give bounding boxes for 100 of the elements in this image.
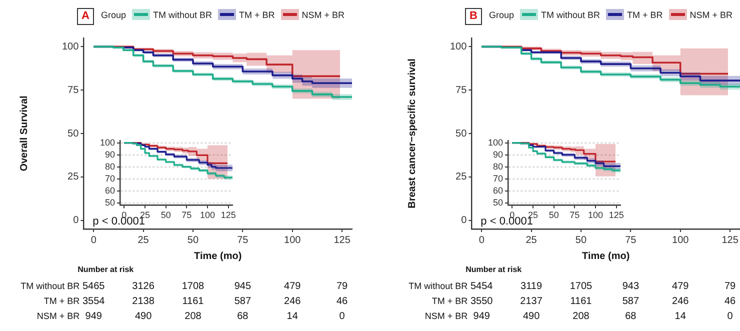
- chart-title: B: [465, 8, 482, 25]
- text: 490: [522, 311, 541, 322]
- text: 1161: [181, 296, 205, 307]
- y-tick-label: 90: [493, 149, 504, 160]
- x-tick-label: 100: [672, 234, 690, 246]
- x-tick-label: 125: [608, 210, 624, 220]
- text: 0: [726, 311, 734, 322]
- text: TM + BR: [432, 296, 468, 306]
- text: NSM + BR: [424, 311, 468, 321]
- text: 246: [283, 296, 302, 307]
- text: 1161: [569, 296, 593, 307]
- text: 3126: [131, 281, 156, 292]
- y-tick-label: 60: [493, 185, 504, 196]
- x-tick-label: 0: [478, 234, 485, 246]
- x-tick-label: 75: [625, 234, 637, 246]
- text: 68: [236, 311, 250, 322]
- y-tick-label: 100: [100, 137, 116, 148]
- text: 46: [723, 296, 737, 307]
- y-axis-title: Overall Survival: [18, 95, 30, 172]
- text: TM without BR: [20, 281, 80, 291]
- y-tick-label: 100: [488, 137, 504, 148]
- legend-label: TM + BR: [239, 10, 275, 20]
- text: 5465: [82, 281, 105, 292]
- legend-label: NSM + BR: [690, 10, 733, 20]
- x-tick-label: 75: [570, 210, 580, 220]
- x-tick-label: 25: [526, 234, 538, 246]
- legend-title: Group: [101, 10, 126, 20]
- x-tick-label: 125: [722, 234, 739, 246]
- x-tick-label: 50: [548, 210, 559, 220]
- y-tick-label: 90: [105, 149, 116, 160]
- y-tick-label: 100: [450, 41, 468, 52]
- y-tick-label: 25: [456, 172, 468, 183]
- y-tick-label: 75: [456, 84, 468, 96]
- x-axis-title: Time (mo): [582, 250, 630, 262]
- y-tick-label: 70: [493, 173, 504, 184]
- annotation: p < 0.0001: [480, 216, 533, 228]
- x-tick-label: 50: [187, 234, 199, 246]
- x-tick-label: 50: [160, 210, 171, 220]
- text: 208: [184, 311, 202, 322]
- text: 1708: [180, 281, 206, 292]
- text: 246: [671, 296, 690, 307]
- annotation: p < 0.0001: [92, 216, 145, 228]
- x-tick-label: 125: [334, 234, 351, 246]
- text: 2138: [131, 296, 156, 307]
- text: 945: [233, 281, 252, 292]
- x-axis-title: Time (mo): [194, 250, 242, 262]
- legend-title: Group: [489, 10, 514, 20]
- text: 46: [335, 296, 349, 307]
- legend-label: TM + BR: [627, 10, 663, 20]
- text: Number at risk: [466, 265, 522, 274]
- text: 3554: [82, 296, 105, 307]
- text: 79: [335, 281, 349, 292]
- text: 14: [674, 311, 687, 322]
- y-tick-label: 75: [68, 84, 80, 96]
- y-tick-label: 50: [68, 128, 80, 140]
- text: 68: [624, 311, 638, 322]
- x-tick-label: 100: [284, 234, 302, 246]
- legend-label: TM without BR: [541, 10, 600, 20]
- text: 0: [338, 311, 346, 322]
- legend-label: NSM + BR: [302, 10, 345, 20]
- y-tick-label: 50: [105, 197, 116, 208]
- text: 3550: [470, 296, 493, 307]
- text: 79: [723, 281, 737, 292]
- y-tick-label: 80: [105, 161, 116, 172]
- text: NSM + BR: [36, 311, 80, 321]
- text: 949: [85, 311, 102, 322]
- x-tick-label: 75: [182, 210, 192, 220]
- x-tick-label: 75: [237, 234, 249, 246]
- text: 14: [286, 311, 299, 322]
- y-tick-label: 80: [493, 161, 504, 172]
- text: 3119: [520, 281, 544, 292]
- y-tick-label: 70: [105, 173, 116, 184]
- text: 943: [621, 281, 640, 292]
- y-tick-label: 25: [68, 172, 80, 183]
- text: 587: [233, 296, 252, 307]
- legend-label: TM without BR: [153, 10, 212, 20]
- y-tick-label: 50: [456, 128, 468, 140]
- chart-title: A: [77, 8, 94, 25]
- y-tick-label: 50: [493, 197, 504, 208]
- text: 5454: [470, 281, 493, 292]
- text: TM without BR: [408, 281, 468, 291]
- y-axis-title: Breast cancer−specific survival: [406, 58, 418, 208]
- text: 208: [572, 311, 590, 322]
- text: TM + BR: [44, 296, 80, 306]
- text: 1705: [568, 281, 594, 292]
- y-tick-label: 60: [105, 185, 116, 196]
- x-tick-label: 125: [220, 210, 236, 220]
- text: 587: [621, 296, 640, 307]
- text: 479: [671, 281, 690, 292]
- text: 479: [283, 281, 302, 292]
- text: 490: [134, 311, 153, 322]
- x-tick-label: 25: [138, 234, 150, 246]
- text: 949: [473, 311, 490, 322]
- x-tick-label: 50: [575, 234, 587, 246]
- y-tick-label: 100: [62, 41, 80, 52]
- x-tick-label: 100: [588, 210, 604, 220]
- x-tick-label: 100: [200, 210, 216, 220]
- x-tick-label: 0: [90, 234, 97, 246]
- text: 2137: [519, 296, 544, 307]
- text: Number at risk: [78, 265, 134, 274]
